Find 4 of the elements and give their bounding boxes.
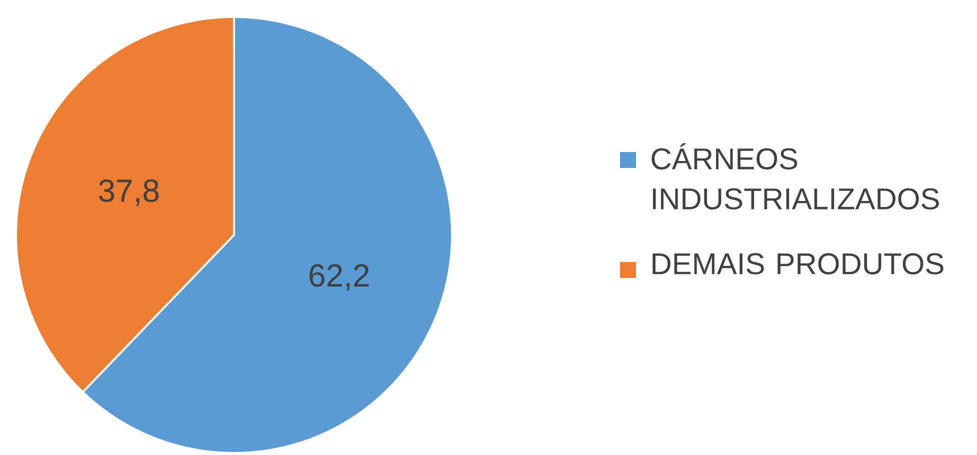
- legend-label: CÁRNEOS INDUSTRIALIZADOS: [652, 143, 939, 210]
- data-label: 37,8: [98, 179, 159, 206]
- legend-label: DEMAIS PRODUTOS: [652, 253, 944, 274]
- data-label: 62,2: [310, 264, 369, 291]
